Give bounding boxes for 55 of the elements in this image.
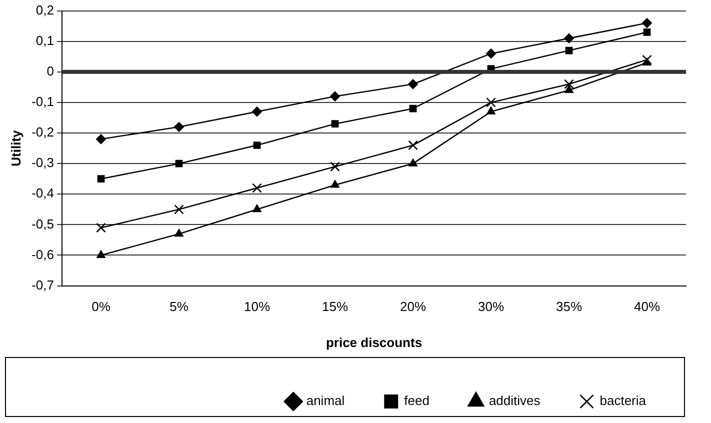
point [642,58,652,66]
legend-label: feed [404,393,430,408]
x-tick-label: 15% [322,299,348,314]
legend-label: animal [306,393,345,408]
point [96,134,106,144]
point [330,162,340,172]
point [252,183,262,193]
point [564,79,574,90]
y-tick-label: 0,1 [36,32,54,48]
point [408,158,418,166]
y-tick-label: -0,1 [32,94,54,110]
y-tick-label: 0,2 [36,2,54,18]
point [253,142,261,149]
point [330,91,340,102]
point [96,250,106,258]
x-tick-label: 0% [92,299,111,314]
point [565,46,573,54]
x-tick-label: 40% [634,299,660,314]
point [642,54,652,65]
point [330,180,340,188]
y-tick-label: -0,6 [32,246,54,262]
point [174,228,184,237]
point [486,106,496,114]
x-tick-label: 35% [556,299,582,314]
x-axis-title: price discounts [326,334,422,350]
point [174,204,184,214]
legend-label: bacteria [600,393,647,408]
y-tick-label: -0,2 [32,124,54,140]
point [564,85,574,93]
y-axis-title: Utility [8,129,24,166]
x-tick-label: 20% [400,299,426,314]
point [564,33,574,44]
point [97,175,105,183]
point [252,204,262,212]
point [252,106,262,117]
point [486,48,496,59]
point [408,140,418,150]
point [409,104,417,112]
y-tick-label: -0,5 [32,216,54,232]
legend-label: additives [488,393,541,408]
point [642,18,652,28]
x-tick-label: 10% [244,299,270,314]
point [175,160,183,168]
y-tick-label: -0,4 [32,186,54,201]
y-tick-label: 0 [46,63,54,78]
point [331,120,339,128]
point [96,222,106,233]
point [643,28,651,36]
point [408,79,418,90]
x-tick-label: 30% [478,299,504,314]
x-tick-label: 5% [170,299,189,314]
y-tick-label: -0,3 [32,155,54,170]
y-tick-label: -0,7 [32,277,54,292]
point [174,122,184,132]
point [486,98,496,108]
